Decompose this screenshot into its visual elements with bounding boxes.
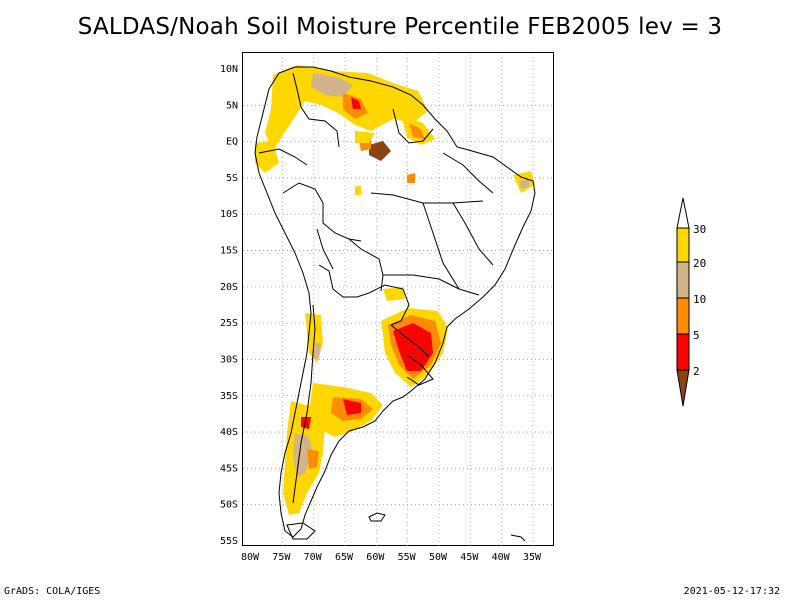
lat-tick-label: 5N bbox=[226, 100, 238, 111]
shade-central-argentina-red bbox=[343, 399, 361, 415]
colorbar-label-30: 30 bbox=[693, 223, 706, 236]
lon-tick-label: 80W bbox=[241, 552, 260, 563]
border-brazil-states-4 bbox=[383, 274, 480, 296]
lon-tick-label: 70W bbox=[304, 552, 323, 563]
lat-tick-label: 40S bbox=[220, 427, 238, 438]
shade-north-venezuela-tan bbox=[311, 73, 353, 97]
border-colombia-ecuador bbox=[258, 148, 308, 166]
border-uruguay bbox=[406, 354, 434, 386]
border-bolivia-brazil bbox=[348, 238, 384, 292]
border-argentina-brazil bbox=[390, 324, 430, 358]
lon-tick-label: 35W bbox=[523, 552, 542, 563]
map-panel bbox=[242, 52, 555, 547]
country-borders bbox=[254, 66, 536, 542]
lat-tick-label: 35S bbox=[220, 391, 238, 402]
shade-patagonia-red bbox=[301, 417, 311, 429]
lon-tick-label: 60W bbox=[366, 552, 385, 563]
lat-tick-label: 45S bbox=[220, 463, 238, 474]
lat-tick-label: 5S bbox=[226, 173, 238, 184]
falkland-islands bbox=[368, 512, 386, 522]
colorbar-swatch-20-30 bbox=[676, 227, 690, 263]
border-colombia-venezuela bbox=[292, 72, 340, 148]
border-brazil-states-3 bbox=[452, 202, 494, 266]
lat-tick-label: 10N bbox=[220, 64, 238, 75]
footer-timestamp: 2021-05-12-17:32 bbox=[683, 586, 780, 597]
colorbar-swatch-5-10 bbox=[676, 297, 690, 335]
lat-tick-label: 30S bbox=[220, 354, 238, 365]
lon-tick-label: 75W bbox=[272, 552, 291, 563]
longitude-tick-labels: 80W 75W 70W 65W 60W 55W 50W 45W 40W 35W bbox=[241, 552, 542, 563]
border-peru-bolivia bbox=[316, 228, 334, 270]
colorbar-swatch-2-5 bbox=[676, 333, 690, 371]
shade-north-red bbox=[351, 97, 361, 109]
shade-spot-2 bbox=[407, 173, 415, 183]
border-brazil-states-5 bbox=[442, 152, 494, 194]
colorbar-top-arrow bbox=[676, 197, 690, 229]
colorbar-swatch-10-20 bbox=[676, 261, 690, 299]
shade-colombia-west bbox=[255, 141, 279, 173]
colorbar-label-10: 10 bbox=[693, 293, 706, 306]
lon-tick-label: 65W bbox=[335, 552, 354, 563]
lat-tick-label: 55S bbox=[220, 536, 238, 547]
shade-ne-brazil-tan bbox=[519, 179, 529, 189]
shade-guiana-orange bbox=[409, 123, 425, 139]
footer-credit: GrADS: COLA/IGES bbox=[4, 586, 101, 597]
lat-tick-label: 20S bbox=[220, 282, 238, 293]
shade-chile-central-tan bbox=[313, 343, 321, 359]
lat-tick-label: 25S bbox=[220, 318, 238, 329]
lat-tick-label: 50S bbox=[220, 500, 238, 511]
latitude-tick-labels: 10N 5N EQ 5S 10S 15S 20S 25S 30S 35S 40S 45S 50S 55S bbox=[220, 64, 238, 547]
colorbar-label-5: 5 bbox=[693, 329, 700, 342]
lat-tick-label: 15S bbox=[220, 246, 238, 257]
percentile-shading bbox=[255, 65, 535, 515]
colorbar-bottom-arrow bbox=[676, 369, 690, 407]
colorbar-label-2: 2 bbox=[693, 365, 700, 378]
south-america-map bbox=[243, 53, 555, 547]
border-guianas bbox=[392, 108, 434, 144]
lon-tick-label: 40W bbox=[492, 552, 511, 563]
shade-paraguay-spot bbox=[383, 287, 405, 301]
lon-tick-label: 45W bbox=[460, 552, 479, 563]
lat-tick-label: 10S bbox=[220, 209, 238, 220]
colorbar-label-20: 20 bbox=[693, 257, 706, 270]
south-georgia bbox=[510, 534, 526, 542]
south-america-coastline bbox=[254, 66, 536, 538]
colorbar: 30 20 10 5 2 bbox=[676, 197, 706, 407]
tierra-del-fuego bbox=[286, 522, 316, 540]
shade-amazon-brown bbox=[369, 141, 391, 161]
border-bolivia-chile bbox=[318, 264, 370, 298]
lat-tick-label: EQ bbox=[226, 137, 238, 148]
border-peru-brazil bbox=[282, 182, 362, 242]
shade-spot-1 bbox=[355, 185, 361, 195]
lon-tick-label: 55W bbox=[398, 552, 417, 563]
border-brazil-states-1 bbox=[370, 192, 484, 204]
shade-patagonia-orange bbox=[307, 449, 319, 469]
shade-amazon-yellow bbox=[355, 131, 375, 143]
lon-tick-label: 50W bbox=[429, 552, 448, 563]
border-argentina-chile bbox=[292, 304, 316, 504]
border-paraguay bbox=[368, 284, 410, 326]
border-brazil-states-2 bbox=[422, 202, 460, 290]
map-title: SALDAS/Noah Soil Moisture Percentile FEB… bbox=[77, 14, 723, 40]
